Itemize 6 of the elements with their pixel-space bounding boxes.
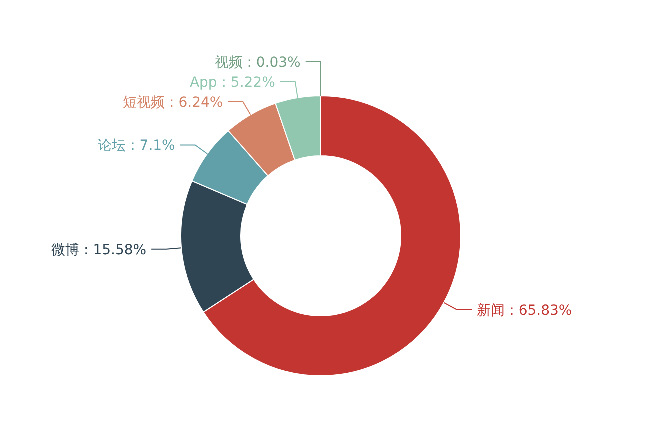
slice-label: 论坛 : 7.1% xyxy=(98,138,176,154)
slice-label: 短视频 : 6.24% xyxy=(123,94,224,111)
slice-label: 视频 : 0.03% xyxy=(214,54,301,71)
slice-label: 微博 : 15.58% xyxy=(52,242,147,258)
slice-label: App : 5.22% xyxy=(190,74,276,91)
slice-label: 新闻 : 65.83% xyxy=(477,302,572,319)
